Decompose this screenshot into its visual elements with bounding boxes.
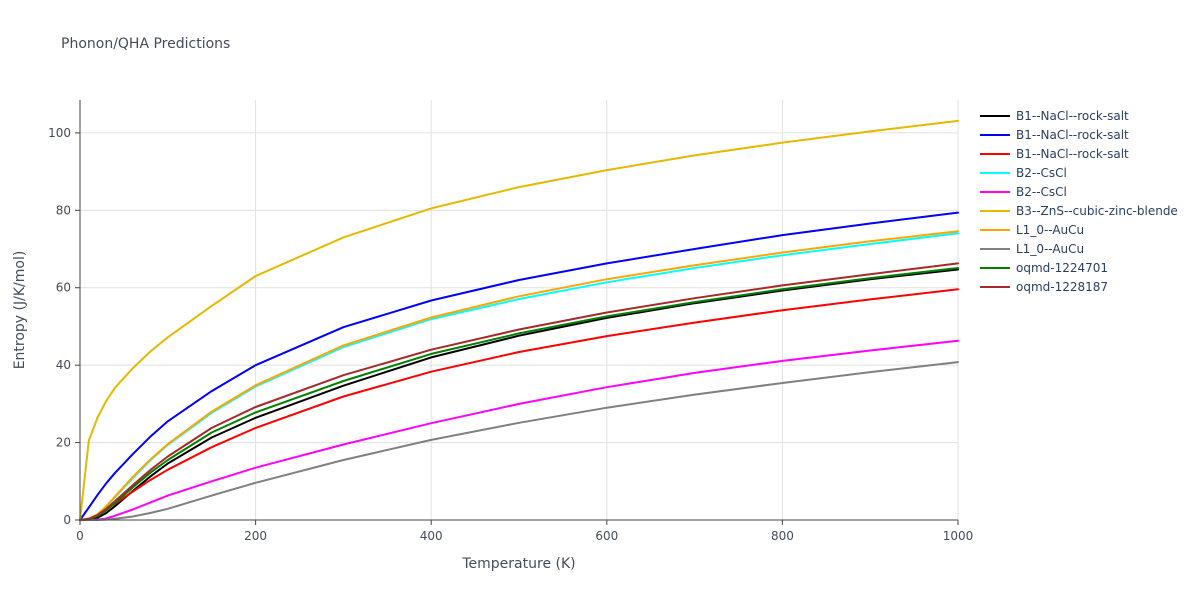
legend-label: B2--CsCl: [1016, 184, 1067, 199]
series-lines: [79, 119, 959, 521]
y-tick-label: 100: [48, 126, 71, 140]
x-tick-label: 400: [420, 529, 443, 543]
axes: 0 200 400 600 800 1000 0 20 40 60 80 100: [48, 100, 973, 543]
series-line-0: [79, 268, 959, 521]
x-tick-label: 800: [771, 529, 794, 543]
y-tick-label: 0: [63, 513, 71, 527]
x-tick-label: 1000: [943, 529, 974, 543]
legend-swatch: [980, 152, 1010, 155]
legend-label: oqmd-1228187: [1016, 279, 1109, 294]
series-line-1: [79, 211, 959, 521]
series-line-8: [79, 267, 959, 521]
x-tick-label: 600: [595, 529, 618, 543]
legend-swatch: [980, 247, 1010, 250]
legend-item[interactable]: B1--NaCl--rock-salt: [980, 106, 1178, 125]
plot-background: [80, 100, 958, 520]
legend-item[interactable]: L1_0--AuCu: [980, 220, 1178, 239]
legend-swatch: [980, 133, 1010, 136]
legend-item[interactable]: oqmd-1228187: [980, 277, 1178, 296]
series-line-6: [79, 230, 959, 521]
series-line-5: [79, 119, 959, 521]
legend-label: B3--ZnS--cubic-zinc-blende: [1016, 203, 1178, 218]
legend-swatch: [980, 285, 1010, 288]
x-tick-label: 0: [76, 529, 84, 543]
legend-label: B1--NaCl--rock-salt: [1016, 127, 1129, 142]
legend-item[interactable]: oqmd-1224701: [980, 258, 1178, 277]
series-line-9: [79, 262, 959, 521]
legend-swatch: [980, 190, 1010, 193]
x-tick-label: 200: [244, 529, 267, 543]
y-tick-label: 20: [56, 436, 71, 450]
legend-swatch: [980, 209, 1010, 212]
legend-label: oqmd-1224701: [1016, 260, 1109, 275]
legend-label: B1--NaCl--rock-salt: [1016, 108, 1129, 123]
legend-label: B2--CsCl: [1016, 165, 1067, 180]
legend-item[interactable]: L1_0--AuCu: [980, 239, 1178, 258]
legend-item[interactable]: B1--NaCl--rock-salt: [980, 125, 1178, 144]
y-tick-label: 60: [56, 281, 71, 295]
legend-item[interactable]: B3--ZnS--cubic-zinc-blende: [980, 201, 1178, 220]
y-tick-label: 40: [56, 358, 71, 372]
legend-item[interactable]: B2--CsCl: [980, 182, 1178, 201]
legend-item[interactable]: B2--CsCl: [980, 163, 1178, 182]
y-axis-label: Entropy (J/K/mol): [12, 251, 28, 370]
legend-label: B1--NaCl--rock-salt: [1016, 146, 1129, 161]
y-tick-label: 80: [56, 203, 71, 217]
legend-label: L1_0--AuCu: [1016, 222, 1085, 237]
legend-label: L1_0--AuCu: [1016, 241, 1085, 256]
legend-swatch: [980, 228, 1010, 231]
legend-swatch: [980, 266, 1010, 269]
chart-title: Phonon/QHA Predictions: [61, 36, 231, 52]
legend-swatch: [980, 114, 1010, 117]
x-axis-label: Temperature (K): [461, 556, 575, 572]
legend-swatch: [980, 171, 1010, 174]
legend: B1--NaCl--rock-salt B1--NaCl--rock-salt B1…: [980, 106, 1178, 296]
legend-item[interactable]: B1--NaCl--rock-salt: [980, 144, 1178, 163]
